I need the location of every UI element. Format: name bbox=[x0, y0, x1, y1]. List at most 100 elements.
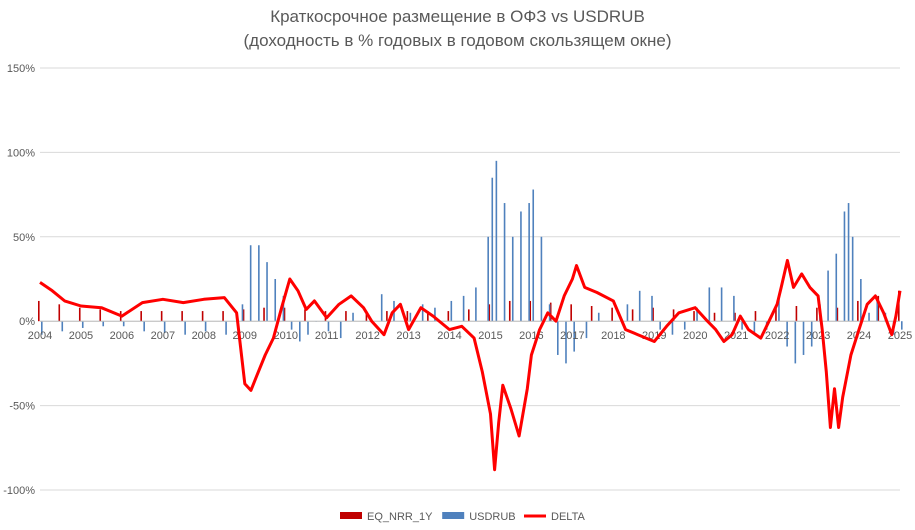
legend-swatch-eq-nrr-1y bbox=[340, 512, 362, 519]
y-tick-label: 100% bbox=[7, 147, 35, 159]
bar-usdrub bbox=[851, 236, 854, 322]
bar-usdrub bbox=[249, 245, 252, 322]
x-tick-label: 2012 bbox=[355, 330, 379, 342]
x-tick-label: 2008 bbox=[192, 330, 216, 342]
bar-eq-nrr-1y bbox=[406, 311, 409, 322]
bar-usdrub bbox=[868, 312, 870, 322]
legend-swatch-usdrub bbox=[442, 512, 465, 519]
bar-eq-nrr-1y bbox=[345, 311, 347, 322]
bar-usdrub bbox=[81, 321, 84, 328]
bar-usdrub bbox=[421, 304, 424, 322]
bar-usdrub bbox=[327, 321, 330, 332]
bar-eq-nrr-1y bbox=[468, 309, 470, 322]
x-tick-label: 2023 bbox=[806, 330, 830, 342]
bar-eq-nrr-1y bbox=[488, 304, 491, 322]
bar-usdrub bbox=[827, 270, 829, 322]
bar-usdrub bbox=[487, 236, 489, 322]
bar-eq-nrr-1y bbox=[734, 312, 736, 322]
bar-usdrub bbox=[434, 307, 436, 322]
x-tick-label: 2024 bbox=[847, 330, 871, 342]
bar-eq-nrr-1y bbox=[631, 309, 634, 322]
bar-usdrub bbox=[876, 300, 879, 322]
bar-usdrub bbox=[143, 321, 145, 332]
y-tick-label: -50% bbox=[9, 401, 35, 413]
bar-usdrub bbox=[122, 321, 125, 327]
bar-eq-nrr-1y bbox=[201, 311, 204, 322]
x-tick-label: 2015 bbox=[478, 330, 502, 342]
bar-usdrub bbox=[102, 321, 105, 327]
bar-eq-nrr-1y bbox=[775, 307, 777, 322]
bar-usdrub bbox=[41, 321, 43, 335]
bar-usdrub bbox=[307, 321, 309, 335]
bar-usdrub bbox=[565, 321, 567, 364]
bar-eq-nrr-1y bbox=[857, 300, 859, 322]
bar-usdrub bbox=[802, 321, 805, 355]
bar-usdrub bbox=[266, 262, 268, 322]
bar-usdrub bbox=[380, 294, 383, 322]
x-tick-label: 2025 bbox=[888, 330, 912, 342]
bar-usdrub bbox=[299, 321, 301, 342]
bar-eq-nrr-1y bbox=[58, 304, 61, 322]
bar-usdrub bbox=[520, 211, 522, 322]
bar-usdrub bbox=[540, 236, 543, 322]
bar-usdrub bbox=[741, 321, 743, 330]
bar-usdrub bbox=[163, 321, 166, 334]
bar-usdrub bbox=[671, 321, 674, 335]
bar-usdrub bbox=[696, 307, 698, 322]
x-tick-label: 2007 bbox=[151, 330, 175, 342]
bar-eq-nrr-1y bbox=[140, 311, 142, 322]
bar-eq-nrr-1y bbox=[549, 302, 552, 322]
bar-usdrub bbox=[409, 312, 412, 322]
bar-usdrub bbox=[258, 245, 260, 322]
bar-usdrub bbox=[733, 295, 735, 322]
x-tick-label: 2005 bbox=[69, 330, 93, 342]
bar-eq-nrr-1y bbox=[447, 311, 450, 322]
x-tick-label: 2006 bbox=[110, 330, 134, 342]
x-tick-label: 2021 bbox=[724, 330, 748, 342]
bar-eq-nrr-1y bbox=[99, 309, 102, 322]
bar-usdrub bbox=[282, 295, 285, 322]
bar-eq-nrr-1y bbox=[365, 311, 368, 322]
bar-eq-nrr-1y bbox=[304, 309, 306, 322]
bar-eq-nrr-1y bbox=[570, 304, 572, 322]
bar-eq-nrr-1y bbox=[38, 300, 40, 322]
bar-usdrub bbox=[511, 236, 514, 322]
bar-usdrub bbox=[638, 290, 641, 322]
bar-usdrub bbox=[778, 295, 780, 322]
x-tick-label: 2014 bbox=[437, 330, 461, 342]
bar-usdrub bbox=[597, 312, 600, 322]
bar-eq-nrr-1y bbox=[590, 306, 593, 322]
bar-usdrub bbox=[274, 279, 277, 322]
legend-label-usdrub: USDRUB bbox=[469, 511, 515, 523]
bar-usdrub bbox=[557, 321, 559, 355]
bar-usdrub bbox=[241, 304, 244, 322]
bar-usdrub bbox=[339, 321, 342, 339]
bar-usdrub bbox=[847, 203, 850, 322]
bar-eq-nrr-1y bbox=[713, 312, 716, 322]
bar-usdrub bbox=[835, 253, 838, 322]
bar-usdrub bbox=[585, 321, 588, 339]
bar-usdrub bbox=[225, 321, 227, 335]
bar-eq-nrr-1y bbox=[611, 307, 613, 322]
bar-eq-nrr-1y bbox=[816, 307, 818, 322]
bar-eq-nrr-1y bbox=[181, 311, 183, 322]
bar-usdrub bbox=[491, 177, 494, 322]
bar-eq-nrr-1y bbox=[754, 311, 757, 322]
chart-subtitle: (доходность в % годовых в годовом скольз… bbox=[243, 31, 672, 50]
bar-usdrub bbox=[475, 287, 477, 322]
x-tick-label: 2010 bbox=[273, 330, 297, 342]
bar-usdrub bbox=[860, 279, 862, 322]
bar-usdrub bbox=[683, 321, 686, 330]
bar-usdrub bbox=[495, 160, 498, 322]
bar-eq-nrr-1y bbox=[652, 307, 654, 322]
bar-usdrub bbox=[573, 321, 575, 352]
bar-usdrub bbox=[786, 321, 788, 347]
bar-eq-nrr-1y bbox=[222, 311, 224, 322]
bar-eq-nrr-1y bbox=[386, 311, 388, 322]
bar-usdrub bbox=[450, 300, 453, 322]
chart-title: Краткосрочное размещение в ОФЗ vs USDRUB bbox=[270, 7, 645, 26]
x-tick-label: 2017 bbox=[560, 330, 584, 342]
bar-usdrub bbox=[204, 321, 207, 332]
